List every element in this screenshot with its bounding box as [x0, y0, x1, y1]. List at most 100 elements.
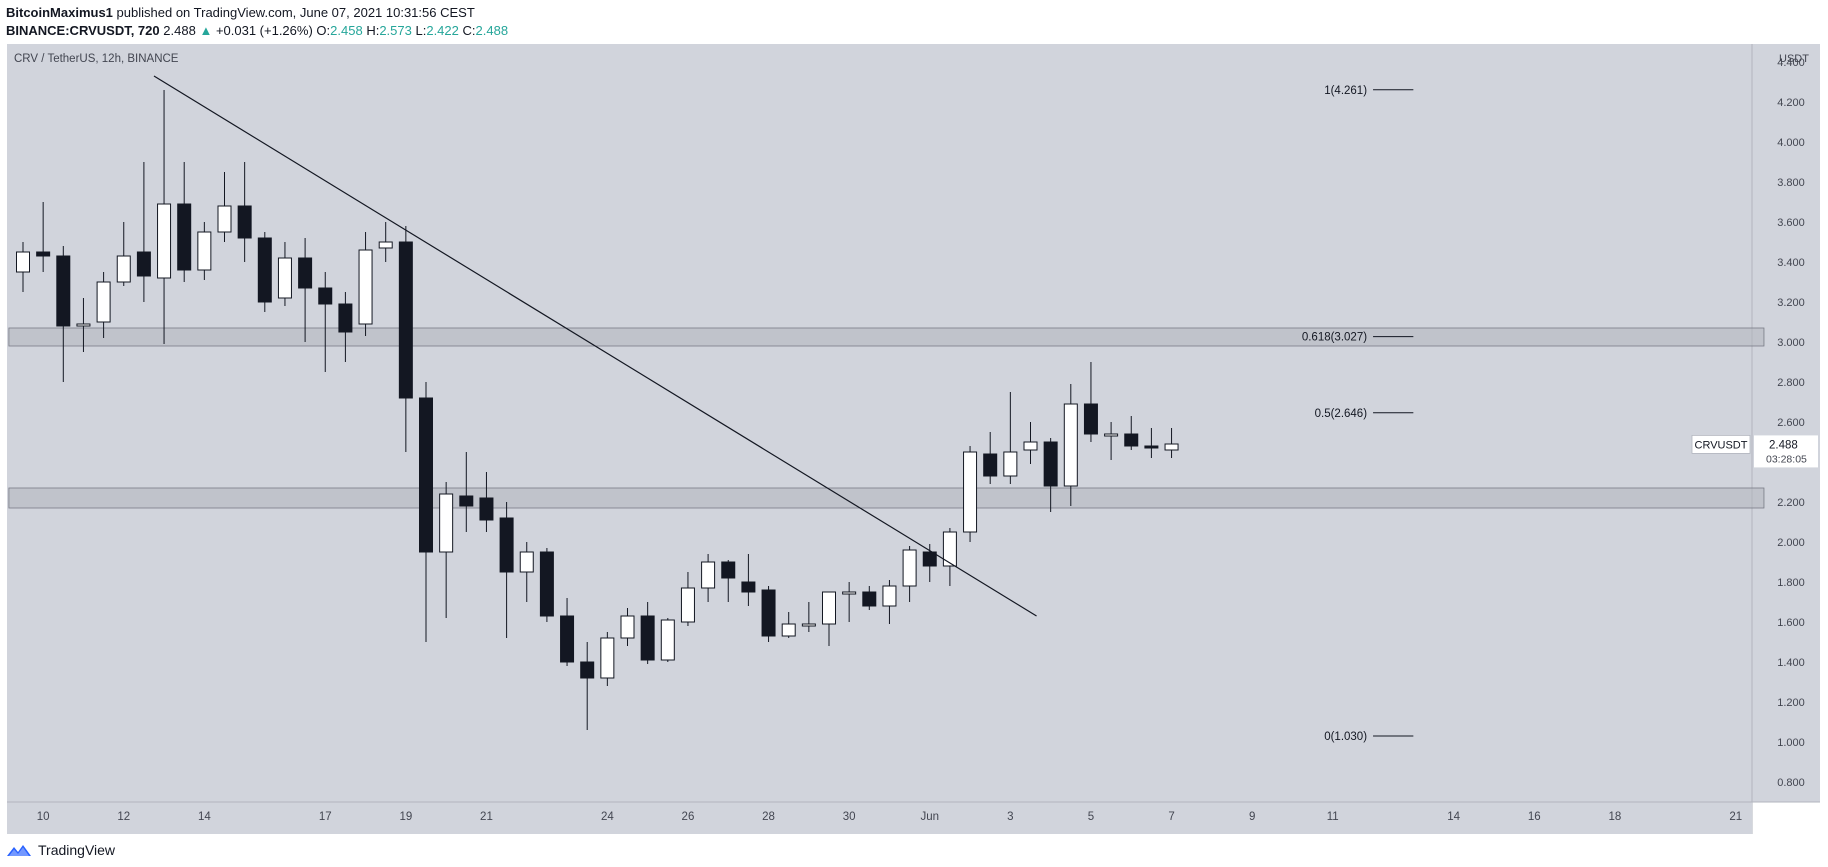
- x-tick-label: 9: [1249, 811, 1255, 823]
- candle[interactable]: [519, 542, 534, 602]
- y-tick-label: 4.400: [1777, 57, 1805, 69]
- candle-body: [439, 493, 454, 553]
- candle[interactable]: [277, 242, 292, 306]
- time-axis[interactable]: [7, 802, 1752, 834]
- candle[interactable]: [842, 582, 857, 622]
- candle-body: [983, 453, 998, 477]
- candle[interactable]: [600, 632, 615, 686]
- x-tick-label: Jun: [920, 811, 939, 823]
- candle-body: [620, 615, 635, 639]
- author-name[interactable]: BitcoinMaximus1: [6, 5, 113, 20]
- candle[interactable]: [398, 226, 413, 452]
- candle[interactable]: [177, 162, 192, 282]
- candle[interactable]: [116, 222, 131, 286]
- tradingview-logo-icon[interactable]: [6, 843, 32, 857]
- candle[interactable]: [1063, 384, 1078, 506]
- candle[interactable]: [217, 172, 232, 242]
- candle[interactable]: [1003, 392, 1018, 484]
- candle[interactable]: [479, 472, 494, 532]
- candle[interactable]: [781, 612, 796, 638]
- candle[interactable]: [640, 602, 655, 664]
- candle[interactable]: [580, 642, 595, 730]
- candle-body: [721, 561, 736, 579]
- y-tick-label: 3.800: [1777, 177, 1805, 189]
- candle[interactable]: [318, 272, 333, 372]
- candle[interactable]: [1023, 422, 1038, 464]
- chart-header: BitcoinMaximus1 published on TradingView…: [6, 4, 1816, 40]
- candle-body: [56, 255, 71, 327]
- candle[interactable]: [16, 242, 30, 292]
- candle[interactable]: [882, 580, 897, 624]
- candle-body: [942, 531, 957, 567]
- candle[interactable]: [338, 292, 353, 362]
- candle-body: [1124, 433, 1139, 447]
- support-resistance-zone-0[interactable]: [8, 327, 1765, 347]
- low-label: L:: [415, 23, 427, 38]
- candle[interactable]: [298, 238, 313, 342]
- candle-body: [680, 587, 695, 623]
- candle[interactable]: [761, 586, 776, 642]
- candle[interactable]: [197, 222, 212, 280]
- candle[interactable]: [801, 602, 816, 632]
- x-tick-label: 26: [682, 811, 695, 823]
- candle-body: [1144, 445, 1159, 449]
- candle[interactable]: [660, 618, 675, 662]
- price-axis[interactable]: [1752, 44, 1820, 802]
- candle[interactable]: [1164, 428, 1179, 458]
- candle[interactable]: [76, 298, 91, 352]
- candle-body: [257, 237, 272, 303]
- descending-trendline[interactable]: [153, 75, 1037, 617]
- candle[interactable]: [560, 598, 575, 666]
- candle[interactable]: [439, 482, 454, 618]
- candle[interactable]: [1043, 438, 1058, 512]
- candle[interactable]: [499, 502, 514, 638]
- candle[interactable]: [378, 222, 393, 262]
- x-tick-label: 30: [843, 811, 856, 823]
- candle[interactable]: [721, 560, 736, 602]
- candle[interactable]: [96, 272, 111, 338]
- candle[interactable]: [741, 554, 756, 606]
- support-resistance-zone-1[interactable]: [8, 487, 1765, 509]
- candle[interactable]: [680, 572, 695, 626]
- symbol-line: BINANCE:CRVUSDT, 720 2.488 ▲ +0.031 (+1.…: [6, 22, 1816, 40]
- candle[interactable]: [136, 162, 151, 302]
- candle[interactable]: [157, 90, 172, 344]
- candle[interactable]: [1104, 422, 1119, 460]
- candle[interactable]: [1124, 416, 1139, 450]
- candle-body: [358, 249, 373, 325]
- candle[interactable]: [36, 202, 51, 272]
- y-tick-label: 4.000: [1777, 137, 1805, 149]
- plot-area[interactable]: [7, 44, 1752, 802]
- candle[interactable]: [963, 446, 978, 542]
- candle[interactable]: [56, 246, 71, 382]
- candle[interactable]: [358, 232, 373, 336]
- x-tick-label: 24: [601, 811, 614, 823]
- footer-brand[interactable]: TradingView: [38, 842, 116, 858]
- candle[interactable]: [822, 591, 836, 646]
- fib-level-label: 0(1.030): [1324, 731, 1367, 743]
- candle[interactable]: [983, 432, 998, 484]
- candlestick-chart[interactable]: 1(4.261) 0.618(3.027) 0.5(2.646) 0(1.030) 0…: [0, 44, 1828, 834]
- candle[interactable]: [1144, 428, 1159, 458]
- candle[interactable]: [701, 554, 716, 602]
- candle-body: [197, 231, 212, 271]
- candle[interactable]: [862, 586, 877, 610]
- candle-body: [318, 287, 333, 305]
- candle[interactable]: [902, 546, 917, 602]
- candle-body: [902, 549, 917, 587]
- chart-title: CRV / TetherUS, 12h, BINANCE: [14, 53, 179, 65]
- candle[interactable]: [459, 452, 474, 532]
- x-tick-label: 16: [1528, 811, 1541, 823]
- candle[interactable]: [419, 382, 433, 642]
- y-tick-label: 1.600: [1777, 617, 1805, 629]
- candle-body: [76, 323, 91, 327]
- candle[interactable]: [1083, 362, 1098, 442]
- y-tick-label: 1.000: [1777, 737, 1805, 749]
- candle[interactable]: [942, 528, 957, 586]
- candle[interactable]: [620, 608, 635, 646]
- candle-body: [1104, 433, 1119, 437]
- y-tick-label: 3.200: [1777, 297, 1805, 309]
- candle[interactable]: [237, 162, 252, 262]
- candle[interactable]: [539, 548, 554, 622]
- candle[interactable]: [257, 232, 272, 312]
